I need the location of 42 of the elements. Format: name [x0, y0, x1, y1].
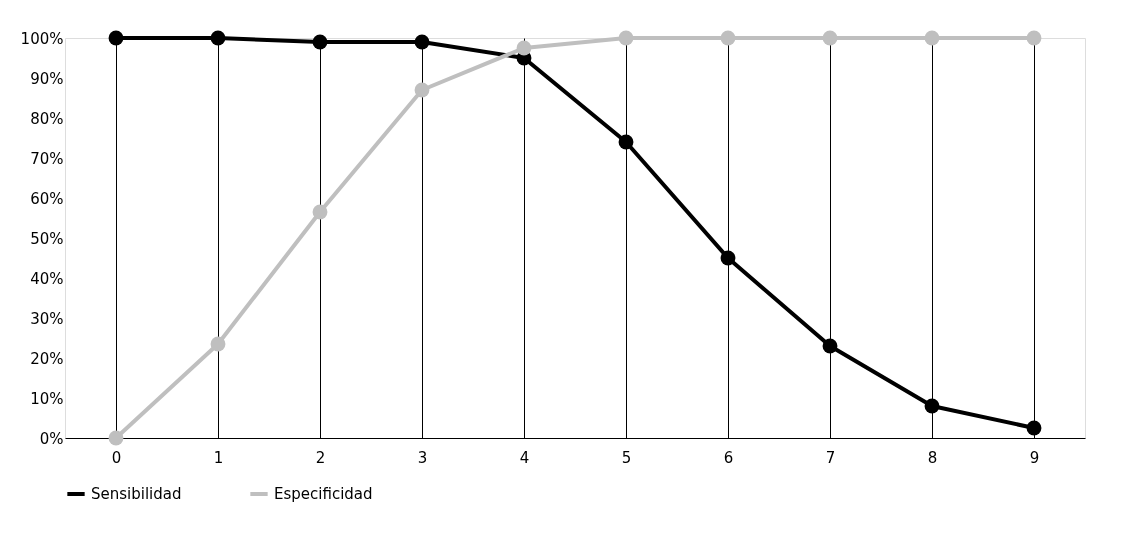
x-tick-label: 3: [417, 448, 428, 467]
point: [924, 30, 940, 46]
legend-label: Sensibilidad: [91, 485, 182, 503]
point: [108, 30, 124, 46]
y-tick-label: 70%: [30, 149, 64, 168]
point: [1026, 420, 1042, 436]
y-tick-label: 80%: [30, 109, 64, 128]
x-tick-label: 1: [213, 448, 224, 467]
x-tick-label: 2: [315, 448, 326, 467]
x-tick-label: 0: [111, 448, 122, 467]
point: [516, 40, 532, 56]
y-tick-label: 60%: [30, 189, 64, 208]
y-tick-label: 90%: [30, 69, 64, 88]
point: [822, 30, 838, 46]
x-tick-label: 8: [927, 448, 938, 467]
y-tick-label: 0%: [39, 429, 64, 448]
point: [108, 430, 124, 446]
point: [618, 30, 634, 46]
y-tick-label: 40%: [30, 269, 64, 288]
point: [210, 336, 226, 352]
point: [822, 338, 838, 354]
legend-label: Especificidad: [274, 485, 373, 503]
point: [924, 398, 940, 414]
point: [618, 134, 634, 150]
point: [1026, 30, 1042, 46]
point: [720, 250, 736, 266]
x-tick-label: 6: [723, 448, 734, 467]
y-tick-label: 30%: [30, 309, 64, 328]
point: [720, 30, 736, 46]
point: [414, 82, 430, 98]
y-tick-label: 50%: [30, 229, 64, 248]
point: [414, 34, 430, 50]
point: [210, 30, 226, 46]
y-tick-label: 20%: [30, 349, 64, 368]
y-tick-label: 10%: [30, 389, 64, 408]
x-tick-label: 4: [519, 448, 530, 467]
x-tick-label: 9: [1029, 448, 1040, 467]
x-tick-label: 5: [621, 448, 632, 467]
x-tick-label: 7: [825, 448, 836, 467]
point: [312, 204, 328, 220]
point: [312, 34, 328, 50]
y-tick-label: 100%: [20, 29, 64, 48]
